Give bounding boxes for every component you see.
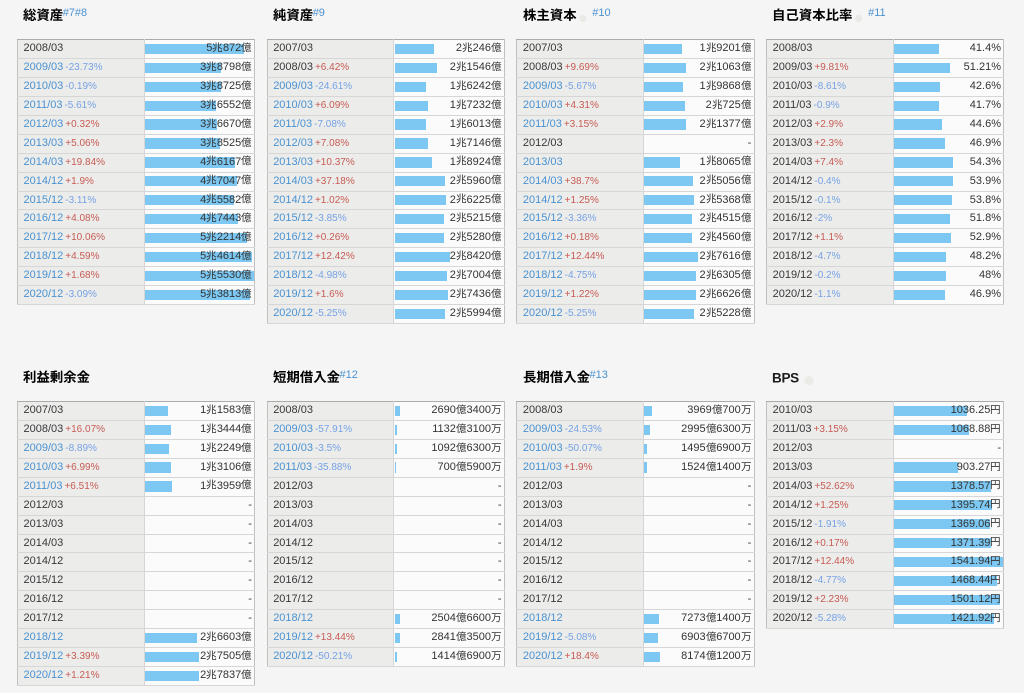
svg-text:BPS: BPS <box>772 371 799 386</box>
svg-text:#7#8: #7#8 <box>63 8 87 20</box>
svg-text:#12: #12 <box>340 369 358 381</box>
svg-text:#13: #13 <box>589 369 607 381</box>
svg-text:#11: #11 <box>868 8 886 20</box>
svg-text:#10: #10 <box>592 8 610 20</box>
svg-text:#9: #9 <box>313 8 325 20</box>
